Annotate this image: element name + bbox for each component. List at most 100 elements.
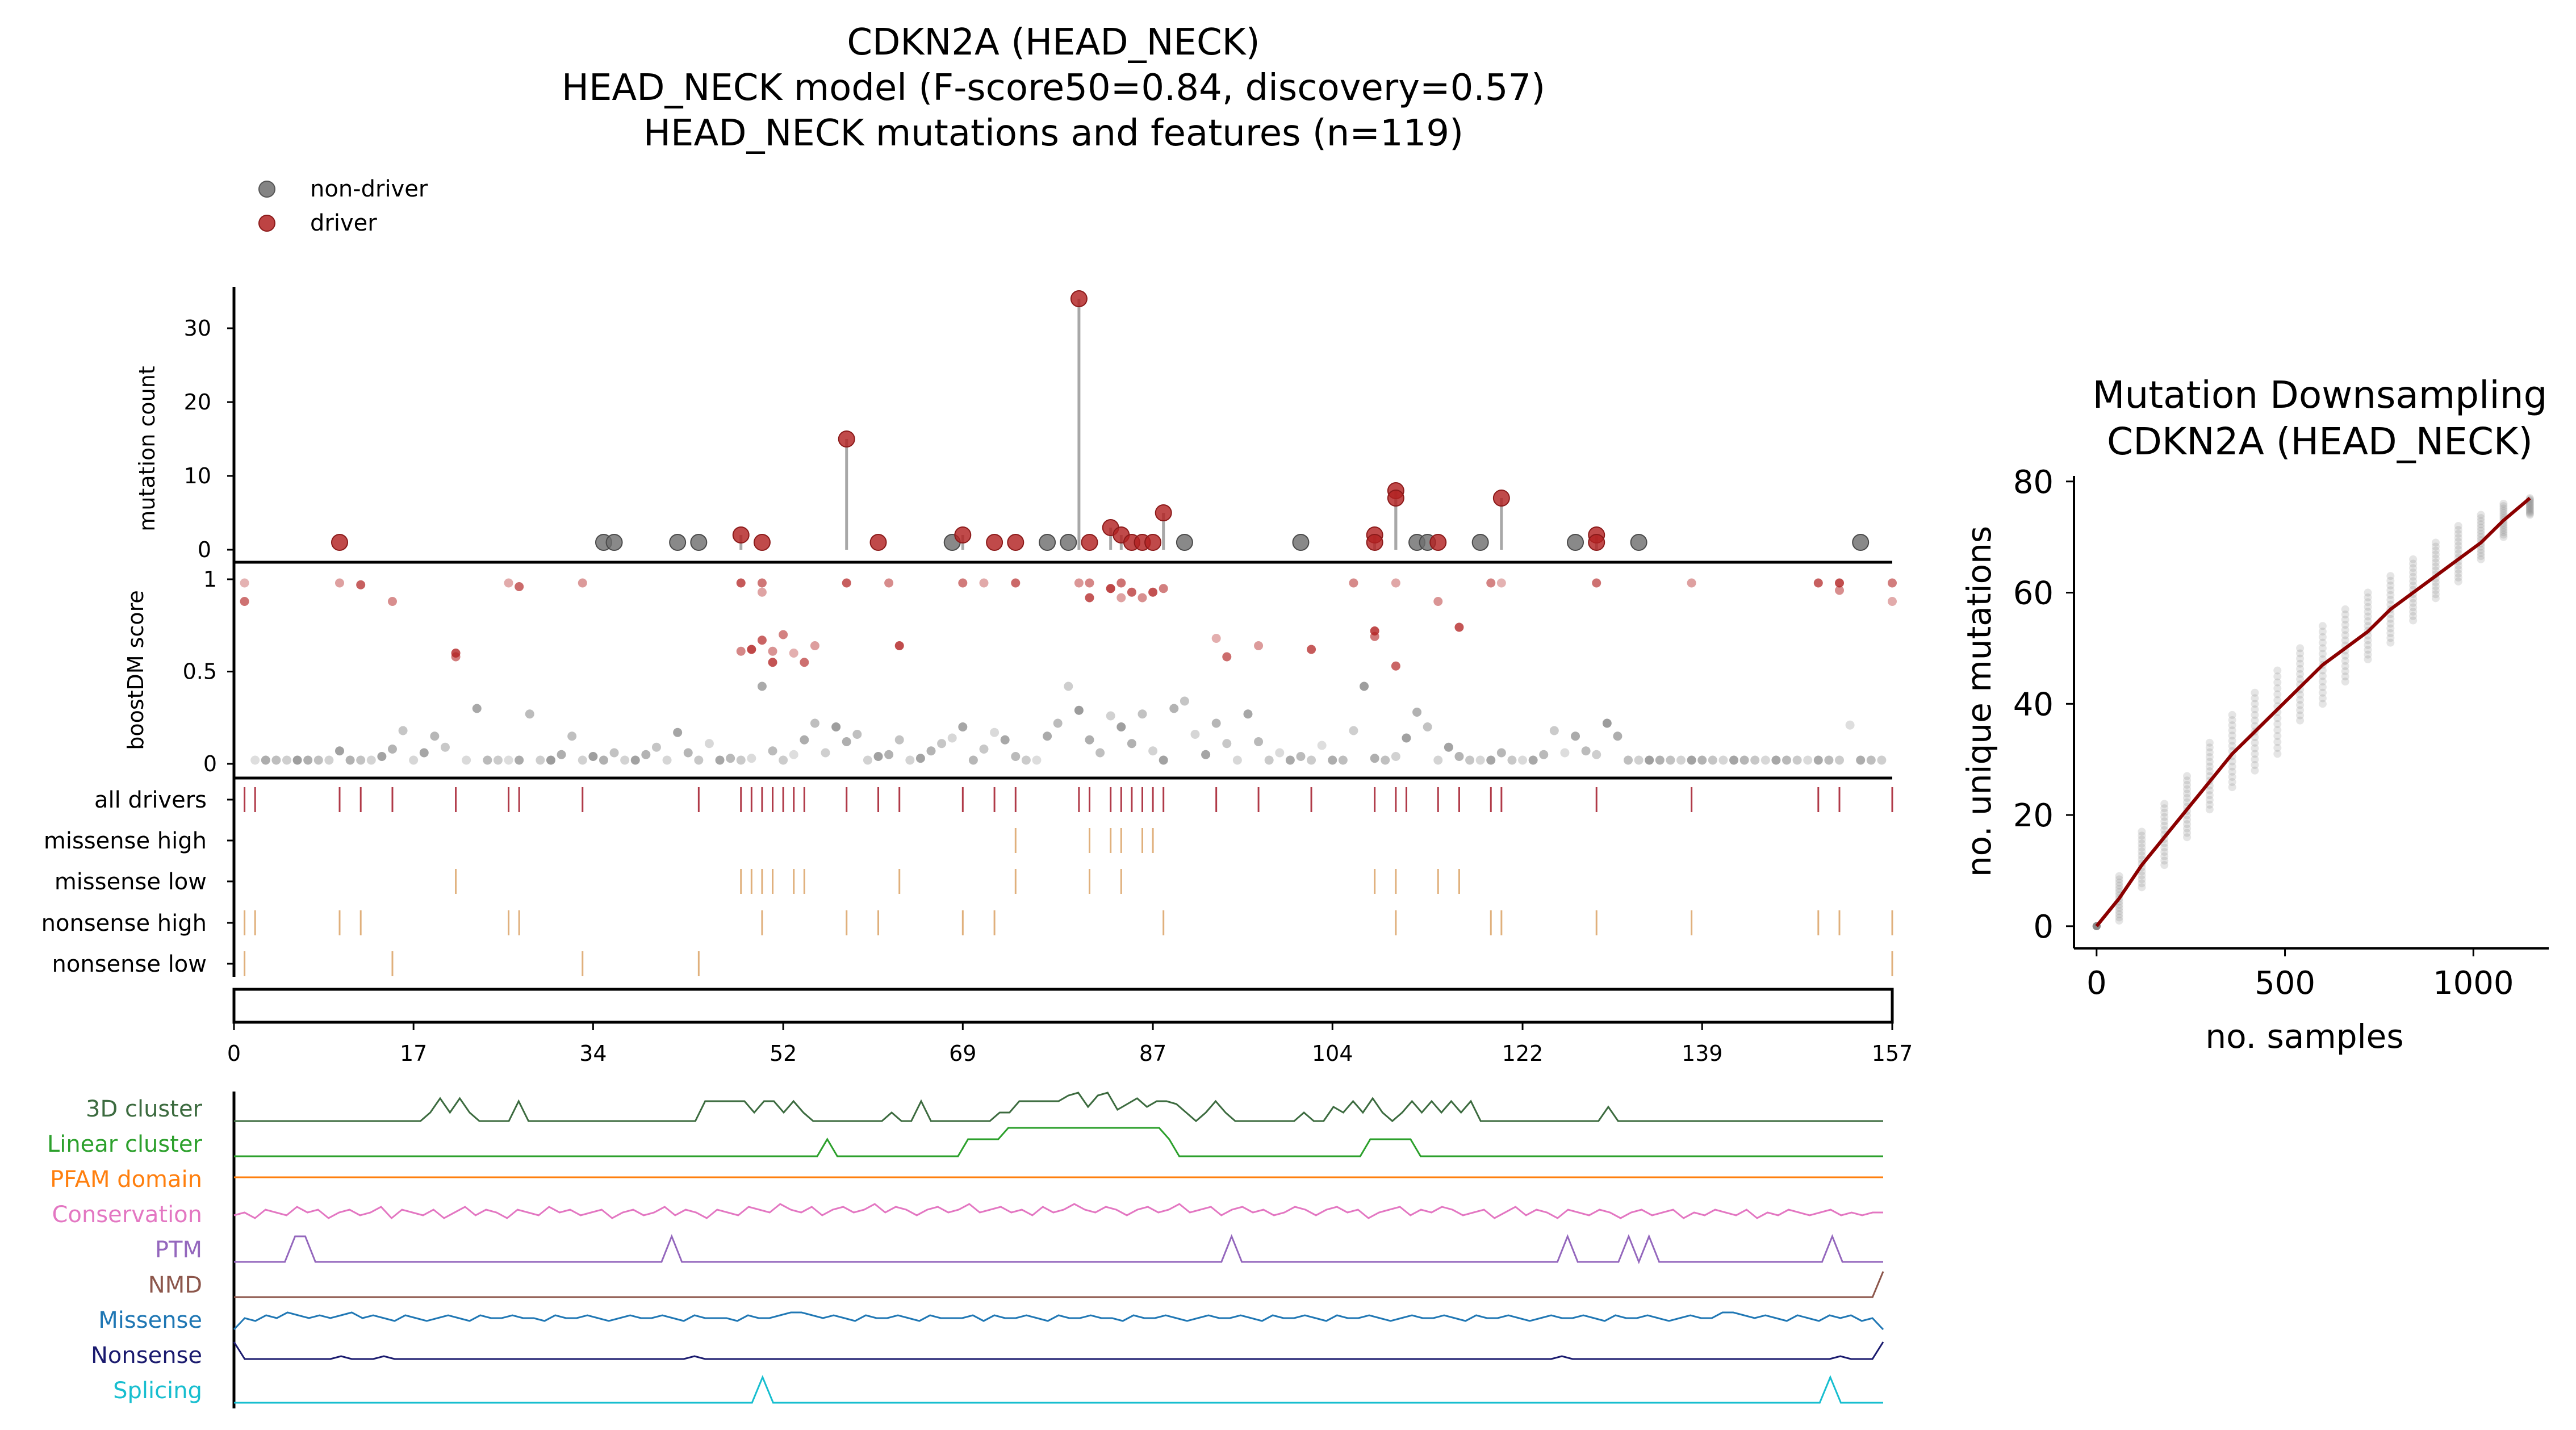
downsampling-sample-point: [2477, 526, 2485, 535]
consequence-row-label: missense low: [55, 869, 207, 895]
downsampling-sample-point: [2477, 523, 2485, 532]
downsampling-sample-point: [2273, 731, 2282, 740]
protein-bar: [232, 988, 1894, 1024]
score-nondriver-point: [1127, 739, 1136, 749]
count-y-tick-label: 10: [184, 463, 211, 488]
score-nondriver-point: [1307, 755, 1316, 765]
score-nondriver-point: [789, 750, 798, 759]
downsampling-sample-point: [2318, 672, 2327, 680]
legend: non-driver driver: [258, 176, 428, 236]
downsampling-sample-point: [2525, 500, 2534, 508]
downsampling-sample-point: [2228, 778, 2236, 787]
score-nondriver-point: [704, 739, 714, 749]
downsampling-sample-point: [2318, 633, 2327, 641]
downsampling-y-tick-label: 40: [2013, 686, 2054, 723]
downsampling-sample-point: [2364, 593, 2372, 601]
score-nondriver-point: [747, 754, 756, 763]
feature-track-label: 3D cluster: [86, 1096, 203, 1122]
feature-track-line: [233, 1341, 1884, 1360]
protein-axis-tick-label: 0: [227, 1041, 241, 1066]
downsampling-sample-point: [2341, 657, 2349, 665]
downsampling-sample-point: [2205, 753, 2214, 762]
score-nondriver-point: [1043, 731, 1052, 741]
downsampling-sample-point: [2477, 511, 2485, 519]
count-driver-point: [986, 534, 1003, 551]
downsampling-sample-point: [2364, 603, 2372, 611]
downsampling-sample-point: [2431, 538, 2440, 547]
score-nondriver-point: [905, 755, 915, 765]
downsampling-sample-point: [2477, 546, 2485, 554]
score-nondriver-point: [810, 718, 819, 728]
score-nondriver-point: [1000, 735, 1010, 745]
score-nondriver-point: [662, 755, 672, 765]
score-y-tick-label: 0.5: [183, 659, 217, 684]
score-nondriver-point: [1021, 755, 1031, 765]
feature-track-label: Missense: [98, 1307, 202, 1333]
score-nondriver-point: [313, 755, 323, 765]
downsampling-sample-point: [2525, 509, 2534, 518]
downsampling-sample-point: [2386, 591, 2395, 599]
score-nondriver-point: [1074, 705, 1084, 715]
count-nondriver-point: [1292, 534, 1310, 551]
score-nondriver-point: [1856, 755, 1866, 765]
count-driver-point: [869, 534, 887, 551]
score-nondriver-point: [1180, 696, 1189, 706]
downsampling-sample-point: [2160, 856, 2169, 865]
score-driver-point: [1888, 597, 1897, 606]
downsampling-sample-point: [2525, 506, 2534, 515]
score-nondriver-point: [1718, 755, 1728, 765]
downsampling-sample-point: [2160, 861, 2169, 869]
downsampling-sample-point: [2364, 655, 2372, 664]
score-nondriver-point: [926, 746, 936, 756]
downsampling-samples: [2092, 494, 2534, 930]
count-driver-point: [1429, 534, 1447, 551]
score-nondriver-point: [915, 754, 925, 763]
downsampling-sample-point: [2115, 910, 2123, 918]
downsampling-sample-point: [2138, 847, 2146, 856]
score-nondriver-point: [588, 752, 598, 761]
downsampling-sample-point: [2341, 678, 2349, 686]
downsampling-sample-point: [2205, 800, 2214, 809]
score-driver-point: [1074, 578, 1084, 588]
downsampling-sample-point: [2205, 767, 2214, 776]
downsampling-sample-point: [2115, 878, 2123, 887]
downsampling-sample-point: [2525, 501, 2534, 509]
score-driver-point: [515, 582, 524, 591]
downsampling-sample-point: [2228, 710, 2236, 719]
score-nondriver-point: [1592, 750, 1601, 759]
downsampling-sample-point: [2454, 530, 2462, 538]
score-nondriver-point: [409, 755, 419, 765]
downsampling-sample-point: [2205, 786, 2214, 795]
score-nondriver-point: [1729, 755, 1739, 765]
downsampling-sample-point: [2499, 523, 2508, 532]
downsampling-sample-point: [2341, 667, 2349, 675]
score-nondriver-point: [694, 755, 704, 765]
downsampling-sample-point: [2183, 772, 2192, 780]
downsampling-sample-point: [2138, 875, 2146, 884]
protein-axis-tick-label: 87: [1139, 1041, 1166, 1066]
downsampling-sample-point: [2296, 659, 2305, 668]
feature-track-label: Linear cluster: [47, 1131, 203, 1157]
score-nondriver-point: [557, 750, 566, 759]
downsampling-sample-point: [2431, 558, 2440, 567]
downsampling-sample-point: [2386, 576, 2395, 585]
downsampling-sample-point: [2296, 706, 2305, 714]
downsampling-sample-point: [2525, 507, 2534, 516]
downsampling-sample-point: [2318, 700, 2327, 708]
score-nondriver-point: [1465, 755, 1475, 765]
downsampling-sample-point: [2341, 616, 2349, 624]
score-nondriver-point: [377, 752, 387, 761]
score-nondriver-point: [641, 750, 651, 759]
score-nondriver-point: [609, 748, 619, 758]
score-nondriver-point: [1539, 750, 1549, 759]
score-nondriver-point: [937, 739, 947, 749]
score-nondriver-point: [1666, 755, 1675, 765]
score-nondriver-point: [779, 755, 788, 765]
score-nondriver-point: [419, 748, 429, 758]
score-driver-point: [334, 578, 344, 588]
count-driver-point: [1007, 534, 1024, 551]
downsampling-sample-point: [2296, 716, 2305, 725]
score-driver-point: [356, 580, 366, 589]
downsampling-sample-point: [2138, 827, 2146, 836]
score-driver-point: [894, 641, 904, 650]
